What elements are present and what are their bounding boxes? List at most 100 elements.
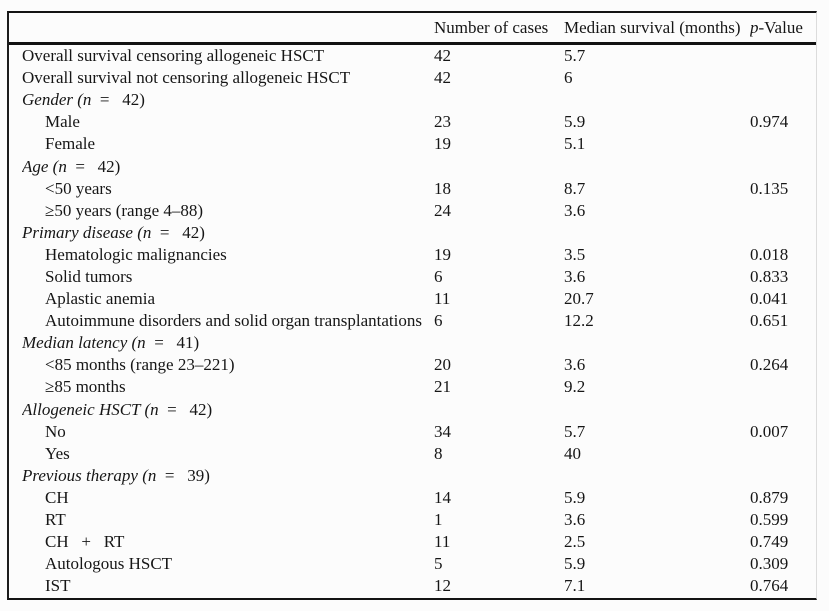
table-row: No 34 5.7 0.007 bbox=[9, 421, 816, 443]
row-label: Overall survival not censoring allogenei… bbox=[22, 68, 434, 88]
median-cell: 5.1 bbox=[564, 134, 586, 154]
median-cell: 40 bbox=[564, 443, 581, 463]
table-section-row: Primary disease (n = 42) bbox=[9, 222, 816, 244]
row-label: Age (n = 42) bbox=[22, 157, 434, 177]
row-label: Autologous HSCT bbox=[22, 554, 434, 574]
row-label: Autoimmune disorders and solid organ tra… bbox=[22, 311, 434, 331]
cases-cell: 11 bbox=[434, 289, 451, 309]
row-label-text: Autoimmune disorders and solid organ tra… bbox=[45, 311, 422, 331]
table-row: Overall survival not censoring allogenei… bbox=[9, 67, 816, 89]
pvalue-cell: 0.264 bbox=[750, 355, 789, 375]
row-label-italic-part: Gender (n bbox=[22, 90, 92, 110]
cases-cell: 8 bbox=[434, 443, 443, 463]
cases-cell: 42 bbox=[434, 68, 451, 88]
cases-cell: 11 bbox=[434, 532, 451, 552]
row-label: Yes bbox=[22, 444, 434, 464]
row-label-text: Overall survival censoring allogeneic HS… bbox=[22, 46, 325, 66]
row-label-text: CH bbox=[45, 487, 69, 507]
row-label-text: Hematologic malignancies bbox=[45, 244, 227, 264]
pvalue-cell: 0.749 bbox=[750, 532, 789, 552]
table-row: CH 14 5.9 0.879 bbox=[9, 487, 816, 509]
cases-cell: 18 bbox=[434, 178, 451, 198]
median-cell: 20.7 bbox=[564, 289, 594, 309]
pvalue-cell: 0.833 bbox=[750, 266, 789, 286]
cases-cell: 5 bbox=[434, 554, 443, 574]
row-label-text: Male bbox=[45, 112, 80, 132]
table-row: ≥85 months 21 9.2 bbox=[9, 376, 816, 398]
table-row: Female 19 5.1 bbox=[9, 133, 816, 155]
row-label-italic-part: Primary disease (n bbox=[22, 222, 152, 242]
row-label: Gender (n = 42) bbox=[22, 90, 434, 110]
pvalue-cell: 0.041 bbox=[750, 289, 789, 309]
col-header-number-of-cases: Number of cases bbox=[434, 17, 549, 37]
row-label-text: CH + RT bbox=[45, 532, 125, 552]
cases-cell: 6 bbox=[434, 311, 443, 331]
pvalue-cell: 0.018 bbox=[750, 244, 789, 264]
row-label-italic-part: Allogeneic HSCT (n bbox=[22, 399, 159, 419]
median-cell: 3.5 bbox=[564, 244, 586, 264]
table-row: Autologous HSCT 5 5.9 0.309 bbox=[9, 553, 816, 575]
median-cell: 6 bbox=[564, 68, 573, 88]
cases-cell: 12 bbox=[434, 576, 451, 596]
median-cell: 5.9 bbox=[564, 487, 586, 507]
table-body: Overall survival censoring allogeneic HS… bbox=[9, 45, 816, 597]
cases-cell: 34 bbox=[434, 421, 451, 441]
table-row: <50 years 18 8.7 0.135 bbox=[9, 178, 816, 200]
cases-cell: 23 bbox=[434, 112, 451, 132]
median-cell: 3.6 bbox=[564, 200, 586, 220]
pvalue-cell: 0.764 bbox=[750, 576, 789, 596]
row-label-text: = 42) bbox=[151, 222, 205, 242]
median-cell: 8.7 bbox=[564, 178, 586, 198]
row-label-text: ≥85 months bbox=[45, 377, 126, 397]
table-section-row: Age (n = 42) bbox=[9, 155, 816, 177]
table-section-row: Median latency (n = 41) bbox=[9, 332, 816, 354]
row-label: Female bbox=[22, 134, 434, 154]
table-row: <85 months (range 23–221) 20 3.6 0.264 bbox=[9, 354, 816, 376]
median-cell: 7.1 bbox=[564, 576, 586, 596]
pvalue-cell: 0.599 bbox=[750, 510, 789, 530]
row-label: IST bbox=[22, 576, 434, 596]
row-label: Male bbox=[22, 112, 434, 132]
row-label: <85 months (range 23–221) bbox=[22, 355, 434, 375]
table-row: Hematologic malignancies 19 3.5 0.018 bbox=[9, 244, 816, 266]
table-row: Male 23 5.9 0.974 bbox=[9, 111, 816, 133]
pvalue-cell: 0.651 bbox=[750, 311, 789, 331]
table-section-row: Gender (n = 42) bbox=[9, 89, 816, 111]
row-label-text: = 41) bbox=[145, 333, 200, 353]
row-label-italic-part: Age (n bbox=[22, 156, 67, 176]
cases-cell: 14 bbox=[434, 487, 451, 507]
table-row: ≥50 years (range 4–88) 24 3.6 bbox=[9, 200, 816, 222]
row-label-italic-part: Previous therapy (n bbox=[22, 465, 157, 485]
pvalue-cell: 0.974 bbox=[750, 112, 789, 132]
table-row: Autoimmune disorders and solid organ tra… bbox=[9, 310, 816, 332]
pvalue-cell: 0.309 bbox=[750, 554, 789, 574]
median-cell: 3.6 bbox=[564, 355, 586, 375]
row-label: No bbox=[22, 422, 434, 442]
table-header-row: Number of cases Median survival (months)… bbox=[9, 13, 816, 45]
table-row: Yes 8 40 bbox=[9, 443, 816, 465]
median-cell: 9.2 bbox=[564, 377, 586, 397]
row-label-text: IST bbox=[45, 576, 71, 596]
table-row: Overall survival censoring allogeneic HS… bbox=[9, 45, 816, 67]
cases-cell: 42 bbox=[434, 46, 451, 66]
table-row: IST 12 7.1 0.764 bbox=[9, 575, 816, 597]
cases-cell: 6 bbox=[434, 266, 443, 286]
row-label-text: Autologous HSCT bbox=[45, 554, 173, 574]
row-label: Primary disease (n = 42) bbox=[22, 223, 434, 243]
row-label: Overall survival censoring allogeneic HS… bbox=[22, 46, 434, 66]
row-label: CH bbox=[22, 488, 434, 508]
cases-cell: 19 bbox=[434, 244, 451, 264]
cases-cell: 21 bbox=[434, 377, 451, 397]
col-header-median-survival: Median survival (months) bbox=[564, 17, 741, 37]
row-label-text: ≥50 years (range 4–88) bbox=[45, 200, 204, 220]
row-label: ≥50 years (range 4–88) bbox=[22, 201, 434, 221]
pvalue-cell: 0.879 bbox=[750, 487, 789, 507]
median-cell: 3.6 bbox=[564, 510, 586, 530]
row-label-text: = 39) bbox=[156, 465, 210, 485]
row-label: Aplastic anemia bbox=[22, 289, 434, 309]
median-cell: 3.6 bbox=[564, 266, 586, 286]
row-label-text: RT bbox=[45, 510, 66, 530]
row-label: Solid tumors bbox=[22, 267, 434, 287]
row-label-text: Solid tumors bbox=[45, 266, 133, 286]
